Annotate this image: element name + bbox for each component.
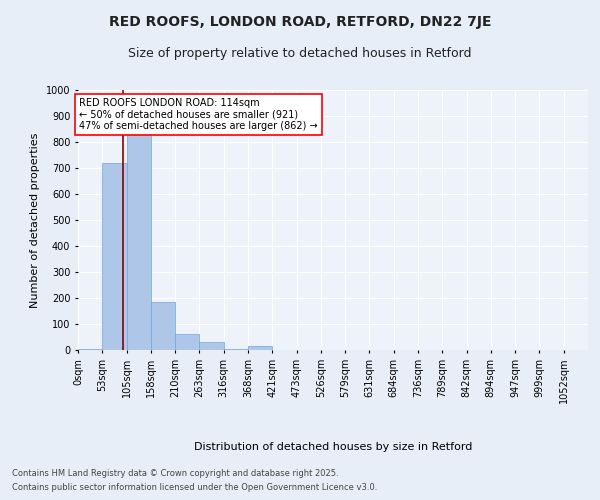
Text: Size of property relative to detached houses in Retford: Size of property relative to detached ho… <box>128 48 472 60</box>
Bar <box>127 110 151 350</box>
Text: Contains HM Land Registry data © Crown copyright and database right 2025.: Contains HM Land Registry data © Crown c… <box>12 468 338 477</box>
Y-axis label: Number of detached properties: Number of detached properties <box>31 132 40 308</box>
Bar <box>102 163 127 350</box>
Bar <box>175 334 199 350</box>
Bar <box>78 348 102 350</box>
Bar <box>199 342 224 350</box>
Bar <box>248 346 272 350</box>
Text: RED ROOFS, LONDON ROAD, RETFORD, DN22 7JE: RED ROOFS, LONDON ROAD, RETFORD, DN22 7J… <box>109 15 491 29</box>
Bar <box>151 302 175 350</box>
Text: Contains public sector information licensed under the Open Government Licence v3: Contains public sector information licen… <box>12 484 377 492</box>
Bar <box>224 348 248 350</box>
Text: RED ROOFS LONDON ROAD: 114sqm
← 50% of detached houses are smaller (921)
47% of : RED ROOFS LONDON ROAD: 114sqm ← 50% of d… <box>79 98 318 131</box>
Text: Distribution of detached houses by size in Retford: Distribution of detached houses by size … <box>194 442 472 452</box>
